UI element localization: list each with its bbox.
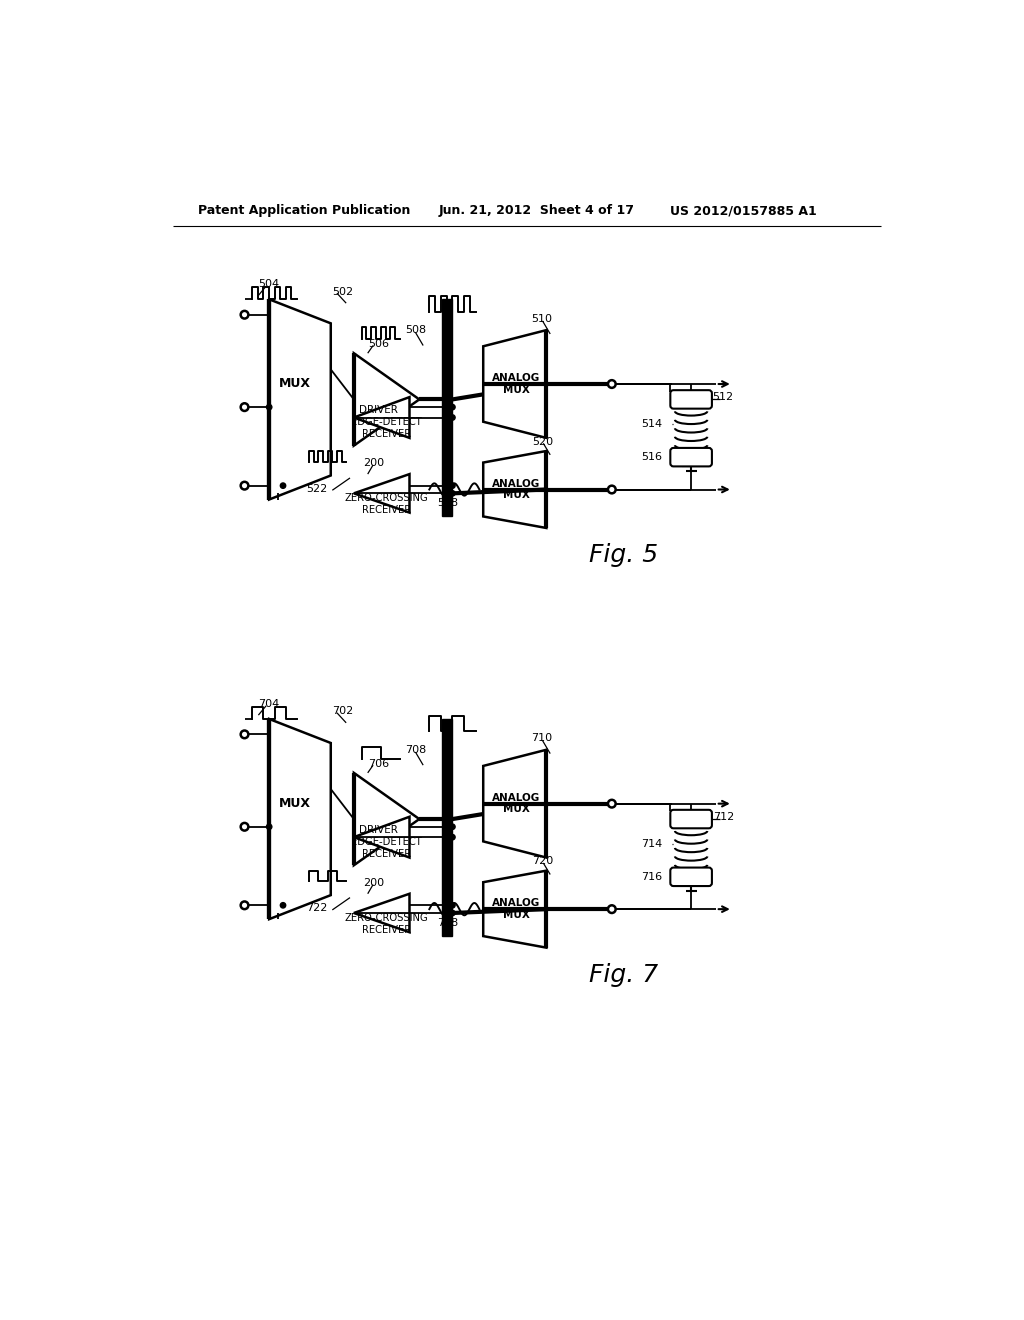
Text: 710: 710 (531, 733, 552, 743)
Text: 712: 712 (713, 812, 734, 822)
Text: 518: 518 (437, 499, 458, 508)
FancyBboxPatch shape (671, 867, 712, 886)
Text: Jun. 21, 2012  Sheet 4 of 17: Jun. 21, 2012 Sheet 4 of 17 (438, 205, 635, 218)
Polygon shape (354, 817, 410, 858)
Text: 718: 718 (437, 917, 459, 928)
Text: 512: 512 (713, 392, 734, 403)
Text: 508: 508 (406, 325, 427, 335)
Text: Fig. 7: Fig. 7 (589, 962, 658, 986)
Circle shape (266, 824, 271, 829)
Polygon shape (354, 894, 410, 932)
Text: 516: 516 (641, 453, 662, 462)
Circle shape (450, 824, 455, 829)
Polygon shape (354, 354, 419, 446)
Text: 506: 506 (368, 339, 389, 348)
Text: 708: 708 (406, 744, 427, 755)
Text: ANALOG
MUX: ANALOG MUX (492, 793, 541, 814)
Polygon shape (354, 397, 410, 438)
Circle shape (450, 414, 455, 420)
FancyBboxPatch shape (671, 447, 712, 466)
Circle shape (266, 404, 271, 409)
Text: 706: 706 (368, 759, 389, 768)
Circle shape (450, 483, 455, 488)
Text: ZERO-CROSSING
RECEIVER: ZERO-CROSSING RECEIVER (345, 494, 428, 515)
Text: MUX: MUX (279, 378, 311, 389)
Text: 722: 722 (306, 903, 328, 913)
Text: DRIVER: DRIVER (359, 825, 398, 836)
Circle shape (450, 404, 455, 409)
Text: 522: 522 (306, 483, 328, 494)
Text: 200: 200 (364, 458, 384, 469)
Text: 514: 514 (641, 418, 662, 429)
Text: 720: 720 (532, 857, 554, 866)
Text: 714: 714 (641, 838, 662, 849)
Text: US 2012/0157885 A1: US 2012/0157885 A1 (670, 205, 816, 218)
Circle shape (450, 834, 455, 840)
Text: EDGE-DETECT
RECEIVER: EDGE-DETECT RECEIVER (351, 417, 422, 440)
FancyBboxPatch shape (671, 810, 712, 829)
Polygon shape (269, 300, 331, 499)
Polygon shape (483, 871, 547, 948)
Text: Fig. 5: Fig. 5 (589, 543, 658, 568)
Circle shape (281, 903, 286, 908)
Circle shape (450, 491, 455, 496)
FancyBboxPatch shape (671, 391, 712, 409)
Text: 702: 702 (333, 706, 353, 717)
Bar (442, 719, 453, 936)
Polygon shape (354, 774, 419, 866)
Text: 704: 704 (258, 698, 280, 709)
Text: ANALOG
MUX: ANALOG MUX (492, 374, 541, 395)
Text: EDGE-DETECT
RECEIVER: EDGE-DETECT RECEIVER (351, 837, 422, 859)
Text: 716: 716 (641, 871, 662, 882)
Polygon shape (483, 750, 547, 858)
Polygon shape (354, 474, 410, 512)
Bar (442, 300, 453, 516)
Text: ANALOG
MUX: ANALOG MUX (492, 899, 541, 920)
Circle shape (450, 903, 455, 908)
Text: ZERO-CROSSING
RECEIVER: ZERO-CROSSING RECEIVER (345, 913, 428, 935)
Text: ANALOG
MUX: ANALOG MUX (492, 479, 541, 500)
Polygon shape (483, 330, 547, 438)
Text: 502: 502 (333, 286, 353, 297)
Text: MUX: MUX (279, 796, 311, 809)
Polygon shape (483, 451, 547, 528)
Polygon shape (269, 719, 331, 919)
Text: Patent Application Publication: Patent Application Publication (199, 205, 411, 218)
Text: 510: 510 (531, 314, 552, 323)
Text: 504: 504 (258, 279, 280, 289)
Text: 520: 520 (532, 437, 554, 446)
Text: 200: 200 (364, 878, 384, 888)
Circle shape (450, 911, 455, 916)
Text: DRIVER: DRIVER (359, 405, 398, 416)
Circle shape (281, 483, 286, 488)
